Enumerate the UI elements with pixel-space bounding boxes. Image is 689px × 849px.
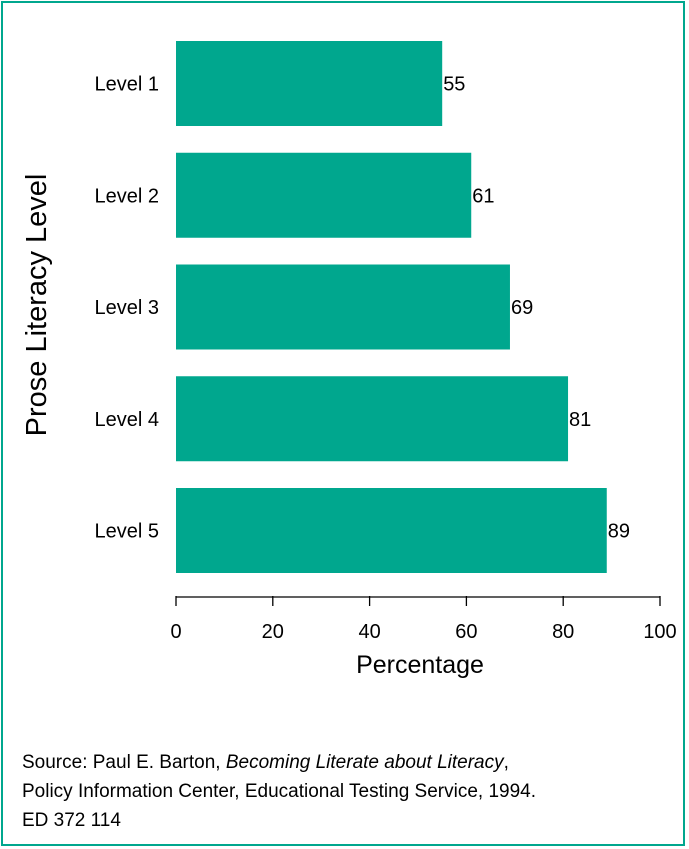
value-labels-layer: 55 61 69 81 89	[443, 74, 630, 543]
bar-level-2	[176, 152, 472, 238]
x-axis-title: Percentage	[356, 651, 484, 679]
source-prefix: Source: Paul E. Barton,	[22, 752, 226, 773]
x-tick-label: 60	[455, 621, 477, 643]
x-ticks-layer: 0 20 40 60 80 100	[170, 596, 677, 643]
bar-level-5	[176, 488, 607, 573]
y-axis-title: Prose Literacy Level	[21, 174, 53, 437]
source-note: Source: Paul E. Barton, Becoming Literat…	[22, 748, 672, 835]
source-line-1: Source: Paul E. Barton, Becoming Literat…	[22, 748, 672, 777]
category-labels-layer: Level 1 Level 2 Level 3 Level 4 Level 5	[95, 74, 160, 543]
category-label-level-3: Level 3	[95, 297, 160, 319]
source-book-title: Becoming Literate about Literacy	[225, 752, 504, 773]
bar-level-4	[176, 376, 569, 462]
value-label-level-4: 81	[569, 409, 591, 431]
category-label-level-2: Level 2	[95, 185, 160, 207]
category-label-level-5: Level 5	[95, 521, 160, 543]
category-label-level-1: Level 1	[95, 74, 160, 96]
value-label-level-3: 69	[511, 297, 533, 319]
category-label-level-4: Level 4	[95, 409, 160, 431]
x-tick-label: 100	[643, 621, 676, 643]
x-tick-label: 20	[262, 621, 284, 643]
x-tick-label: 0	[170, 621, 181, 643]
source-title-comma: ,	[503, 752, 509, 773]
value-label-level-5: 89	[608, 521, 630, 543]
value-label-level-2: 61	[472, 185, 494, 207]
x-tick-label: 80	[552, 621, 574, 643]
source-line-3: ED 372 114	[22, 810, 121, 831]
value-label-level-1: 55	[443, 74, 465, 96]
bar-level-1	[176, 41, 443, 126]
bar-level-3	[176, 264, 510, 350]
x-axis: 0 20 40 60 80 100	[170, 596, 677, 643]
x-tick-label: 40	[358, 621, 380, 643]
source-line-2: Policy Information Center, Educational T…	[22, 781, 536, 802]
bars-layer	[176, 41, 607, 573]
